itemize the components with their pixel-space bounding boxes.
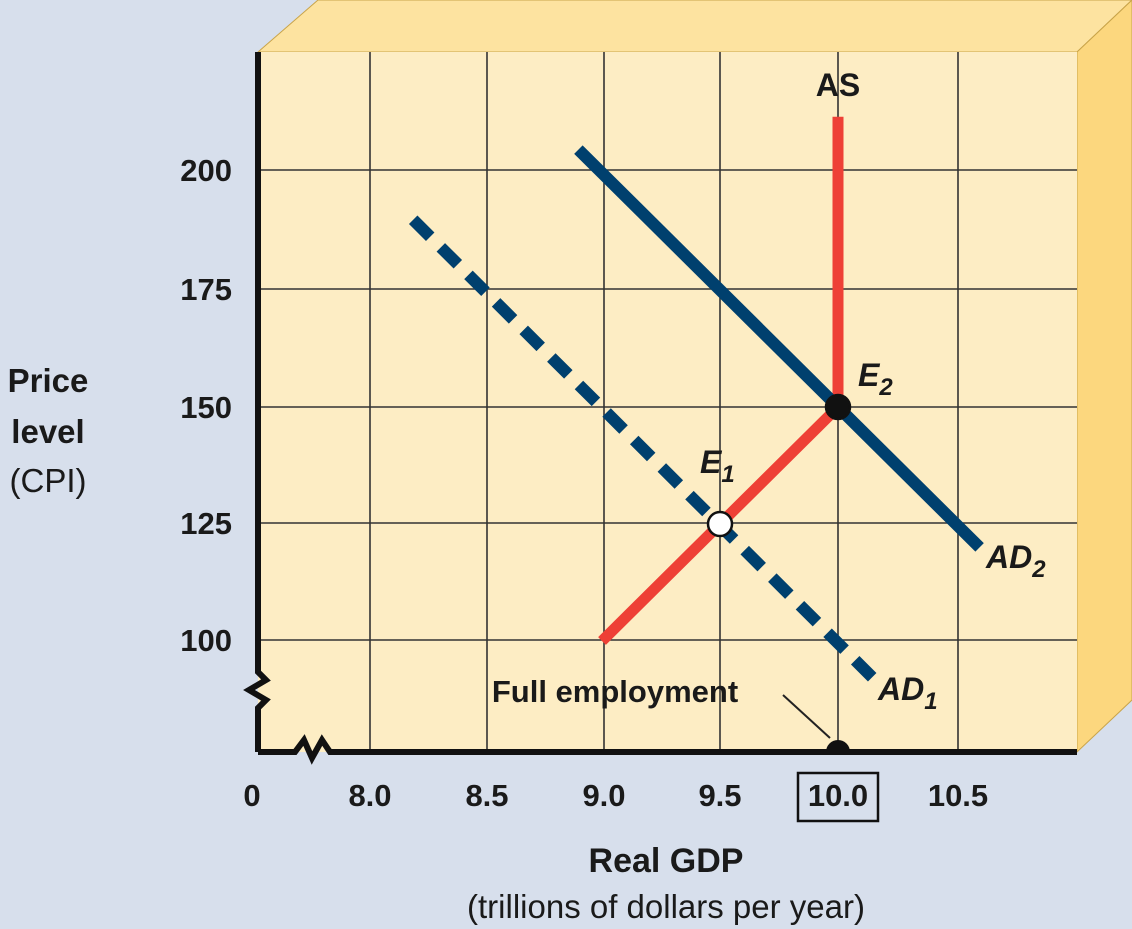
y-tick-label: 100 (180, 623, 232, 658)
x-tick-label: 10.5 (928, 778, 988, 813)
y-tick-label: 200 (180, 153, 232, 188)
label-group: 0 8.0 8.5 9.0 9.5 10.0 10.5 100 125 150 175 200 Real… (8, 67, 1047, 925)
series-as-label: AS (816, 67, 860, 103)
box-3d-frame (256, 0, 1132, 754)
x-axis-title: Real GDP (589, 842, 744, 880)
full-employment-marker (826, 740, 850, 752)
x-tick-label: 8.5 (465, 778, 508, 813)
y-tick-label: 150 (180, 390, 232, 425)
y-axis-line (243, 52, 271, 752)
x-tick-highlight-box (796, 771, 880, 823)
x-axis-subtitle: (trillions of dollars per year) (467, 888, 865, 925)
box-side-face (1076, 0, 1132, 754)
point-e2-label: E2 (858, 357, 893, 401)
x-tick-label: 10.0 (808, 778, 868, 813)
series-ad2-line (574, 145, 984, 552)
x-tick-label: 9.5 (698, 778, 741, 813)
plot-face (258, 52, 1077, 752)
series-ad1-line (408, 215, 878, 683)
y-axis-title-line-3: (CPI) (10, 462, 87, 499)
y-axis-title-line-2: level (11, 413, 84, 450)
point-e1 (706, 510, 734, 538)
x-tick-label: 0 (243, 778, 260, 813)
point-e1-label: E1 (700, 444, 735, 488)
series-ad2-label: AD2 (985, 539, 1046, 583)
axes (243, 52, 1077, 765)
full-employment-label: Full employment (492, 674, 738, 709)
y-tick-label: 175 (180, 272, 232, 307)
point-e2 (824, 393, 852, 421)
x-axis-line (258, 734, 1077, 765)
full-employment-leader-line (782, 694, 831, 739)
x-tick-label: 9.0 (582, 778, 625, 813)
y-tick-label: 125 (180, 506, 232, 541)
x-tick-label: 8.0 (348, 778, 391, 813)
y-axis-title-line-1: Price (8, 362, 89, 399)
series-group (408, 116, 984, 752)
series-ad1-label: AD1 (877, 671, 938, 715)
box-top-face (256, 0, 1132, 53)
